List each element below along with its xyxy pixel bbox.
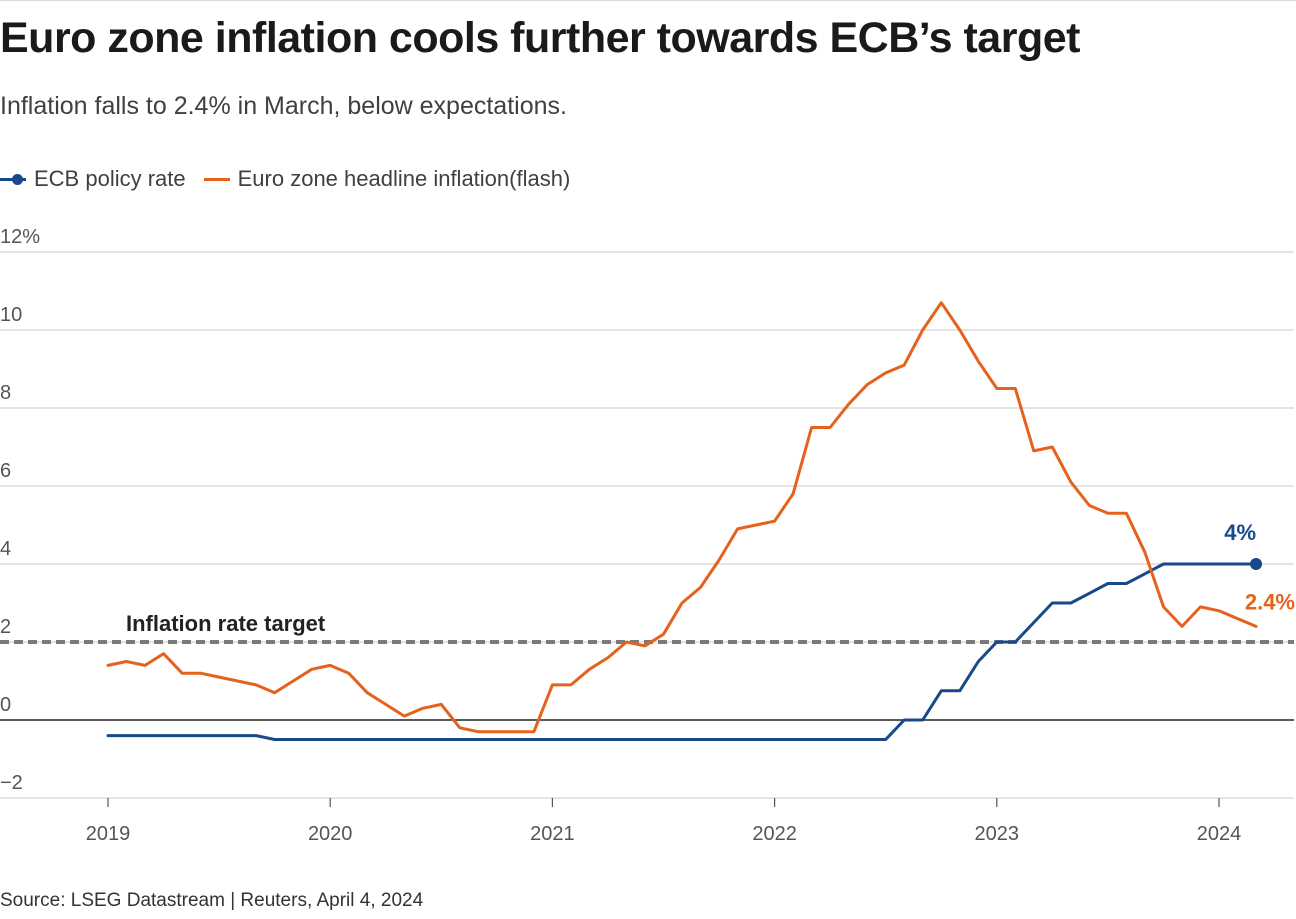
x-tick-label: 2020	[308, 823, 353, 845]
end-value-label-headline-inflation: 2.4%	[1245, 589, 1295, 614]
y-tick-label: 4	[0, 538, 11, 560]
x-tick-label: 2023	[975, 823, 1020, 845]
chart-title: Euro zone inflation cools further toward…	[0, 14, 1080, 62]
x-tick-label: 2019	[86, 823, 131, 845]
y-tick-label: 0	[0, 694, 11, 716]
legend: ECB policy rate Euro zone headline infla…	[0, 166, 588, 192]
legend-swatch-line	[203, 172, 230, 186]
target-label: Inflation rate target	[126, 611, 326, 636]
line-chart: 12% 10 8 6 4 2 0 −2 2019 2020 2021 2022 2023 2024 Infl…	[0, 226, 1295, 845]
y-tick-label: −2	[0, 772, 23, 794]
y-tick-label: 12%	[0, 226, 40, 248]
legend-label: Euro zone headline inflation(flash)	[237, 166, 571, 191]
legend-item-ecb-policy-rate: ECB policy rate	[0, 166, 186, 192]
y-tick-label: 2	[0, 616, 11, 638]
series-line-headline-inflation	[106, 301, 1258, 734]
x-tick-label: 2022	[752, 823, 797, 845]
x-tick-label: 2021	[530, 823, 575, 845]
top-rule	[0, 0, 1296, 1]
y-tick-label: 6	[0, 460, 11, 482]
end-value-label-ecb-policy-rate: 4%	[1224, 520, 1256, 545]
chart-subtitle: Inflation falls to 2.4% in March, below …	[0, 92, 567, 120]
x-tick-label: 2024	[1197, 823, 1242, 845]
y-tick-label: 10	[0, 304, 22, 326]
legend-label: ECB policy rate	[34, 166, 186, 191]
legend-swatch-line-dot	[0, 172, 26, 186]
legend-item-headline-inflation: Euro zone headline inflation(flash)	[203, 166, 571, 192]
end-point-marker	[1250, 558, 1263, 570]
source-note: Source: LSEG Datastream | Reuters, April…	[0, 890, 424, 911]
y-tick-label: 8	[0, 382, 11, 404]
series-line-ecb-policy-rate	[106, 562, 1258, 741]
